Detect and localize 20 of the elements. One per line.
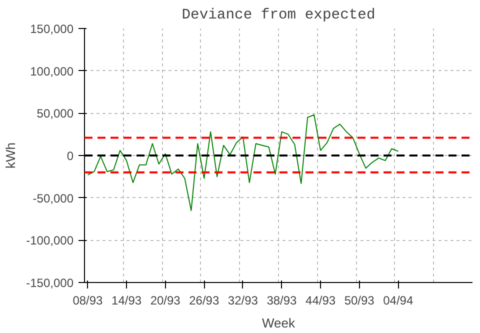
x-tick-label: 20/93 bbox=[150, 294, 181, 308]
x-tick-label: 14/93 bbox=[112, 294, 142, 308]
x-tick-label: 32/93 bbox=[228, 294, 258, 308]
line-series bbox=[87, 114, 399, 212]
y-tick-label: -50,000 bbox=[32, 191, 74, 206]
y-tick-label: -150,000 bbox=[26, 276, 74, 290]
y-tick-label: -100,000 bbox=[26, 234, 74, 248]
x-tick-label: 26/93 bbox=[189, 294, 220, 308]
y-tick-label: 50,000 bbox=[36, 106, 74, 121]
x-tick-label: 04/94 bbox=[383, 294, 414, 308]
x-tick-label: 38/93 bbox=[266, 294, 298, 308]
y-tick-label: 100,000 bbox=[30, 64, 74, 78]
x-axis-title: Week bbox=[262, 316, 296, 330]
x-tick-label: 50/93 bbox=[344, 294, 375, 308]
y-tick-label: 0 bbox=[66, 149, 74, 163]
x-tick-label: 08/93 bbox=[72, 294, 104, 308]
x-tick-label: 44/93 bbox=[306, 294, 336, 308]
y-axis-title: kWh bbox=[3, 142, 18, 168]
chart-title: Deviance from expected bbox=[182, 8, 376, 24]
y-tick-label: 150,000 bbox=[30, 22, 74, 36]
